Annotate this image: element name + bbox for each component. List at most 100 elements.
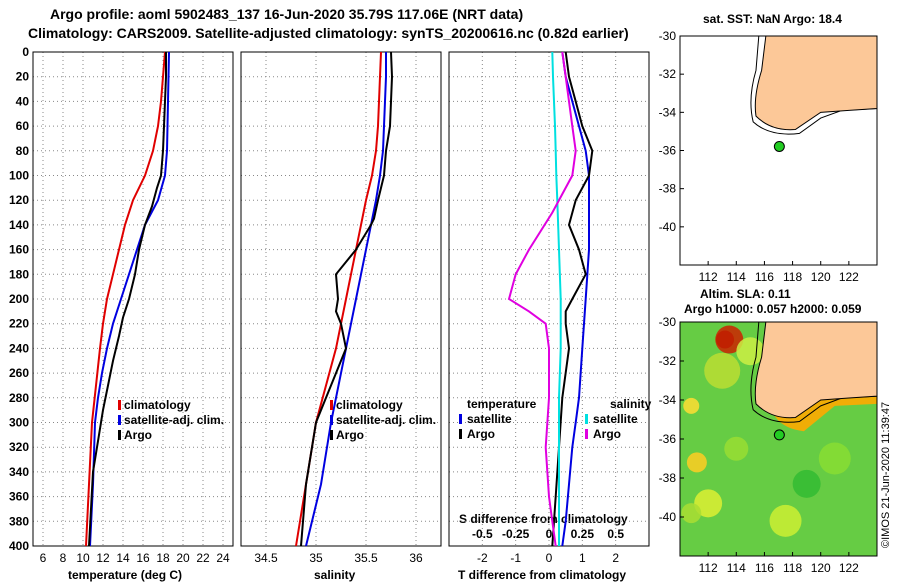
title-line-1: Argo profile: aoml 5902483_137 16-Jun-20… [50,6,524,22]
map-y-tick-label: -30 [659,29,677,43]
legend-label-t-satellite: satellite [467,412,512,426]
y-tick-label: 300 [9,416,29,430]
series-line-temperature-2 [88,52,167,547]
legend-label-s-satellite: satellite [593,412,638,426]
panel-difference [448,51,650,547]
salinity-xlabel: salinity [314,568,356,582]
y-tick-label: 180 [9,267,29,281]
legend-swatch-salinity [330,400,333,410]
map-y-tick-label: -40 [659,510,677,524]
sla-anomaly-blob [694,489,723,518]
series-line-difference-2 [551,51,562,546]
legend-label-temperature: climatology [124,398,191,412]
map-sst-title: sat. SST: NaN Argo: 18.4 [703,12,842,26]
series-line-difference-1 [551,51,594,547]
plot-frame-temperature [32,51,234,547]
legend-label-temperature: satellite-adj. clim. [124,413,224,427]
map-x-tick-label: 116 [755,561,774,575]
map-x-tick-label: 112 [699,561,718,575]
x-tick-label-temperature: 12 [96,551,110,565]
temperature-xlabel: temperature (deg C) [68,568,183,582]
x-tick-label-temperature: 18 [156,551,170,565]
map-y-tick-label: -30 [659,315,677,329]
x2-tick-label: -0.5 [472,527,493,541]
difference-xlabel: T difference from climatology [458,568,627,582]
map-y-tick-label: -38 [659,471,677,485]
y-tick-label: 60 [16,119,30,133]
x-tick-label-difference: -1 [510,551,521,565]
legend-swatch-salinity [330,430,333,440]
map-sla-title: Altim. SLA: 0.11 [700,287,791,301]
legend-label-s-argo: Argo [593,427,621,441]
y-tick-label: 160 [9,243,29,257]
series-line-difference-3 [507,51,577,547]
y-tick-label: 220 [9,317,29,331]
x2-tick-label: 0.5 [607,527,624,541]
legend-label-temperature: Argo [124,428,152,442]
map-sla-subtitle: Argo h1000: 0.057 h2000: 0.059 [684,302,862,316]
legend-swatch-s-argo [585,429,588,439]
map-y-tick-label: -40 [659,220,677,234]
x-tick-label-salinity: 34.5 [254,551,278,565]
map-x-tick-label: 120 [811,561,831,575]
sla-anomaly-blob [769,504,802,537]
sla-anomaly-blob [681,503,702,524]
x-tick-label-salinity: 35.5 [354,551,378,565]
map-y-tick-label: -34 [659,393,677,407]
map-y-tick-label: -38 [659,182,677,196]
x-tick-label-temperature: 20 [176,551,190,565]
map-x-tick-label: 118 [783,270,802,284]
map-x-tick-label: 120 [811,270,831,284]
argo-float-marker [773,140,785,152]
legend-swatch-s-satellite [585,414,588,424]
series-line-temperature-0 [85,51,166,547]
legend-label-t-argo: Argo [467,427,495,441]
sla-anomaly-blob [683,397,700,414]
x-tick-label-difference: 2 [612,551,619,565]
y-tick-label: 100 [9,169,29,183]
bathymetry-contour [750,35,878,135]
map-y-tick-label: -32 [659,354,677,368]
y-tick-label: 0 [22,45,29,59]
panel-temperature [32,51,234,547]
bathymetry-contour [750,321,878,423]
sla-anomaly-blob [792,469,821,498]
y-tick-label: 380 [9,514,29,528]
map-map_sla [679,321,878,557]
map-map_sst [679,35,878,266]
y-tick-label: 260 [9,366,29,380]
map-x-tick-label: 122 [839,561,859,575]
y-tick-label: 400 [9,539,29,553]
series-line-salinity-1 [305,52,387,547]
y-tick-label: 40 [16,94,30,108]
y-tick-label: 240 [9,341,29,355]
map-x-tick-label: 114 [727,561,746,575]
y-tick-label: 320 [9,440,29,454]
y-tick-label: 340 [9,465,29,479]
land-mass [754,321,878,419]
map-y-tick-label: -34 [659,105,677,119]
x-tick-label-temperature: 24 [216,551,230,565]
land-mass [754,35,878,131]
legend-label-salinity: satellite-adj. clim. [336,413,436,427]
x-tick-label-difference: 0 [546,551,553,565]
panel-salinity [240,51,442,547]
x-tick-label-temperature: 22 [196,551,210,565]
map-x-tick-label: 116 [755,270,774,284]
x-tick-label-temperature: 16 [136,551,150,565]
y-tick-label: 120 [9,193,29,207]
legend-swatch-temperature [118,430,121,440]
x-tick-label-temperature: 6 [40,551,47,565]
legend-title-salinity: salinity [610,397,652,411]
x-tick-label-difference: 1 [579,551,586,565]
x-tick-label-difference: -2 [477,551,488,565]
legend-swatch-salinity [330,415,333,425]
sla-anomaly-blob [724,436,749,461]
map-x-tick-label: 122 [839,270,859,284]
x-tick-label-salinity: 35 [309,551,323,565]
legend-swatch-t-argo [459,429,462,439]
legend-swatch-temperature [118,400,121,410]
legend-label-salinity: climatology [336,398,403,412]
x-tick-label-temperature: 14 [116,551,130,565]
